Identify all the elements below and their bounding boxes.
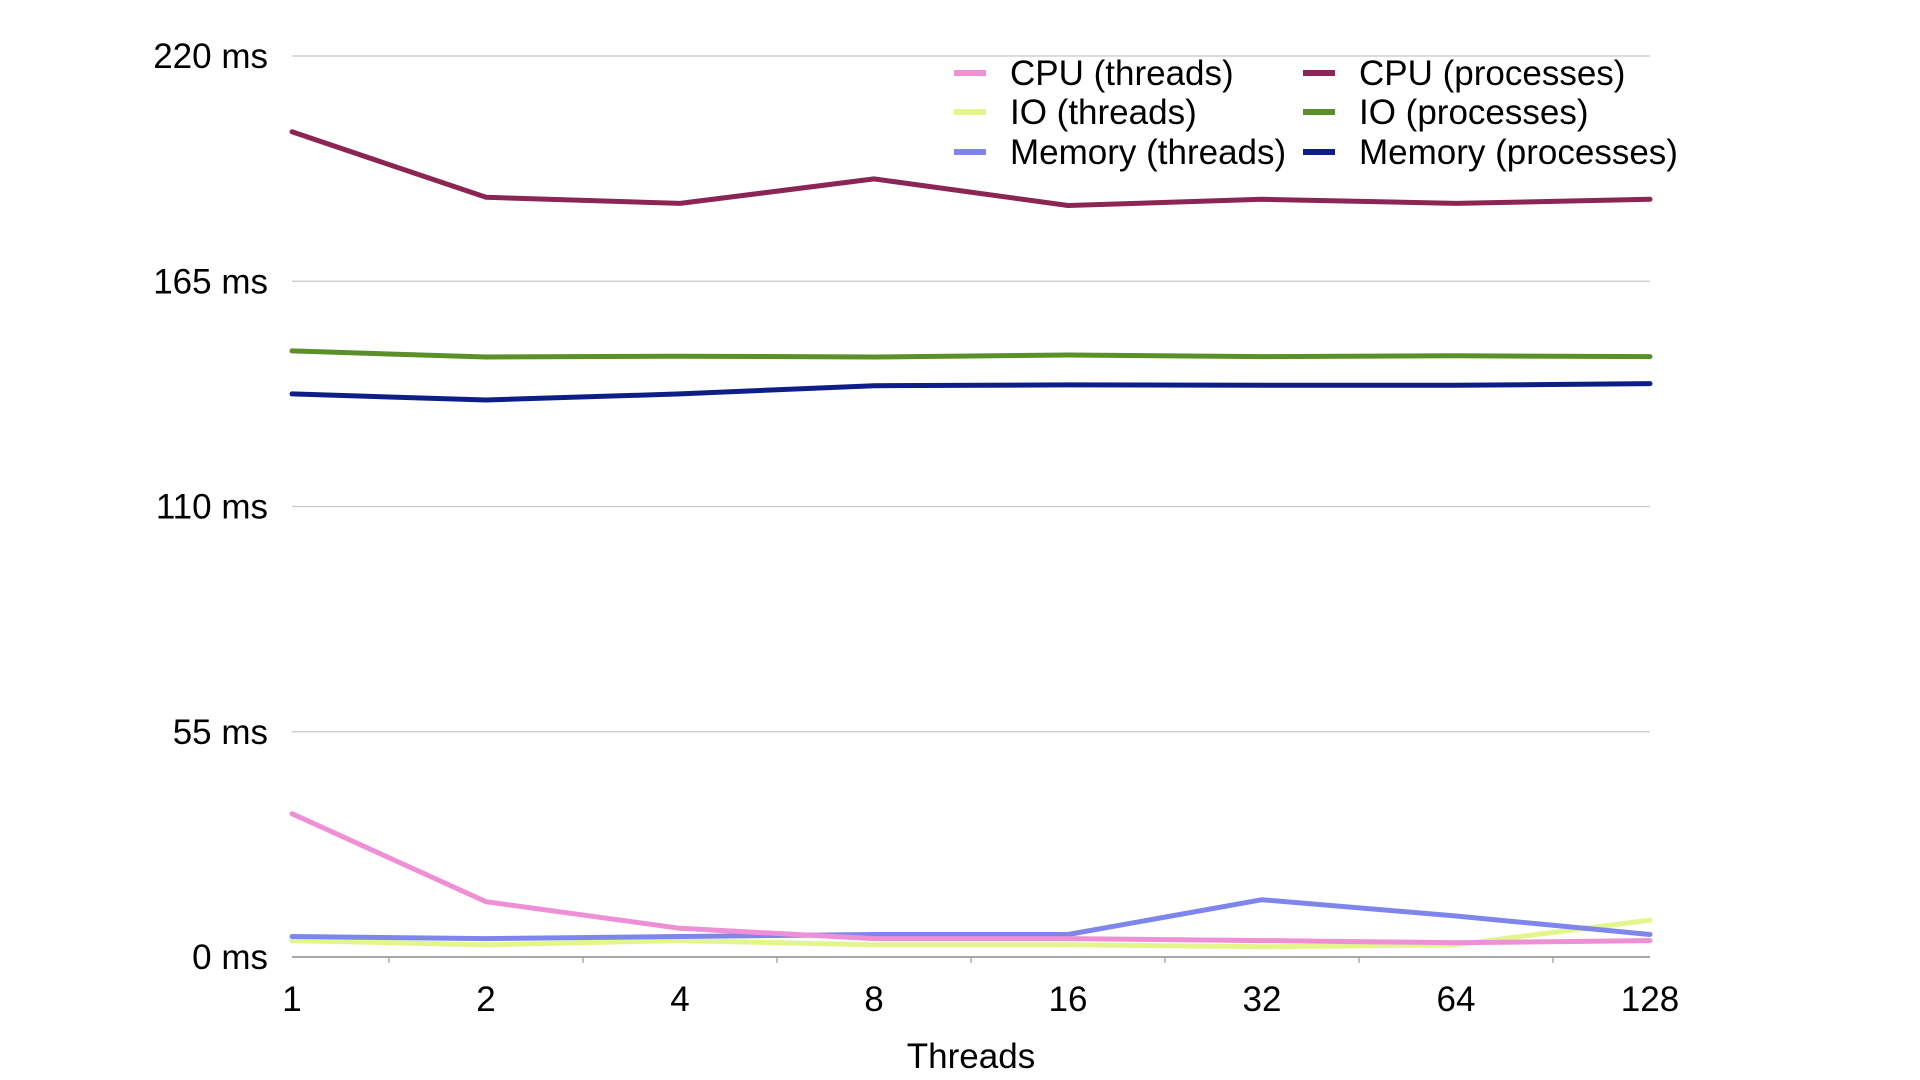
x-axis: 1 2 4 8 16 32 64 128 [282, 956, 1679, 1019]
gridlines [292, 55, 1650, 733]
series-line [289, 897, 1653, 942]
x-tick-label: 16 [1049, 980, 1088, 1019]
x-tick-label: 8 [864, 980, 883, 1019]
x-tick-label: 1 [282, 980, 301, 1019]
legend: CPU (threads) CPU (processes) IO (threads)… [954, 54, 1678, 172]
series-line [289, 129, 1653, 208]
series-lines [289, 129, 1653, 950]
legend-label: IO (threads) [1010, 93, 1197, 132]
y-tick-label: 220 ms [153, 37, 268, 76]
legend-label: IO (processes) [1359, 93, 1589, 132]
x-tick-label: 128 [1621, 980, 1679, 1019]
x-tick-label: 4 [670, 980, 689, 1019]
legend-label: CPU (processes) [1359, 54, 1625, 93]
legend-label: Memory (processes) [1359, 133, 1678, 172]
y-tick-label: 165 ms [153, 262, 268, 301]
series-line [289, 811, 1653, 946]
x-tick-label: 2 [476, 980, 495, 1019]
legend-label: CPU (threads) [1010, 54, 1234, 93]
x-axis-title: Threads [907, 1037, 1035, 1076]
series-line [289, 348, 1653, 360]
legend-label: Memory (threads) [1010, 133, 1286, 172]
y-tick-label: 110 ms [156, 488, 268, 527]
x-tick-label: 64 [1437, 980, 1476, 1019]
series-line [289, 381, 1653, 403]
series-line [289, 917, 1653, 950]
y-tick-label: 55 ms [173, 713, 268, 752]
y-tick-label: 0 ms [192, 938, 268, 977]
y-axis: 0 ms 55 ms 110 ms 165 ms 220 ms [153, 37, 268, 977]
x-tick-label: 32 [1243, 980, 1282, 1019]
